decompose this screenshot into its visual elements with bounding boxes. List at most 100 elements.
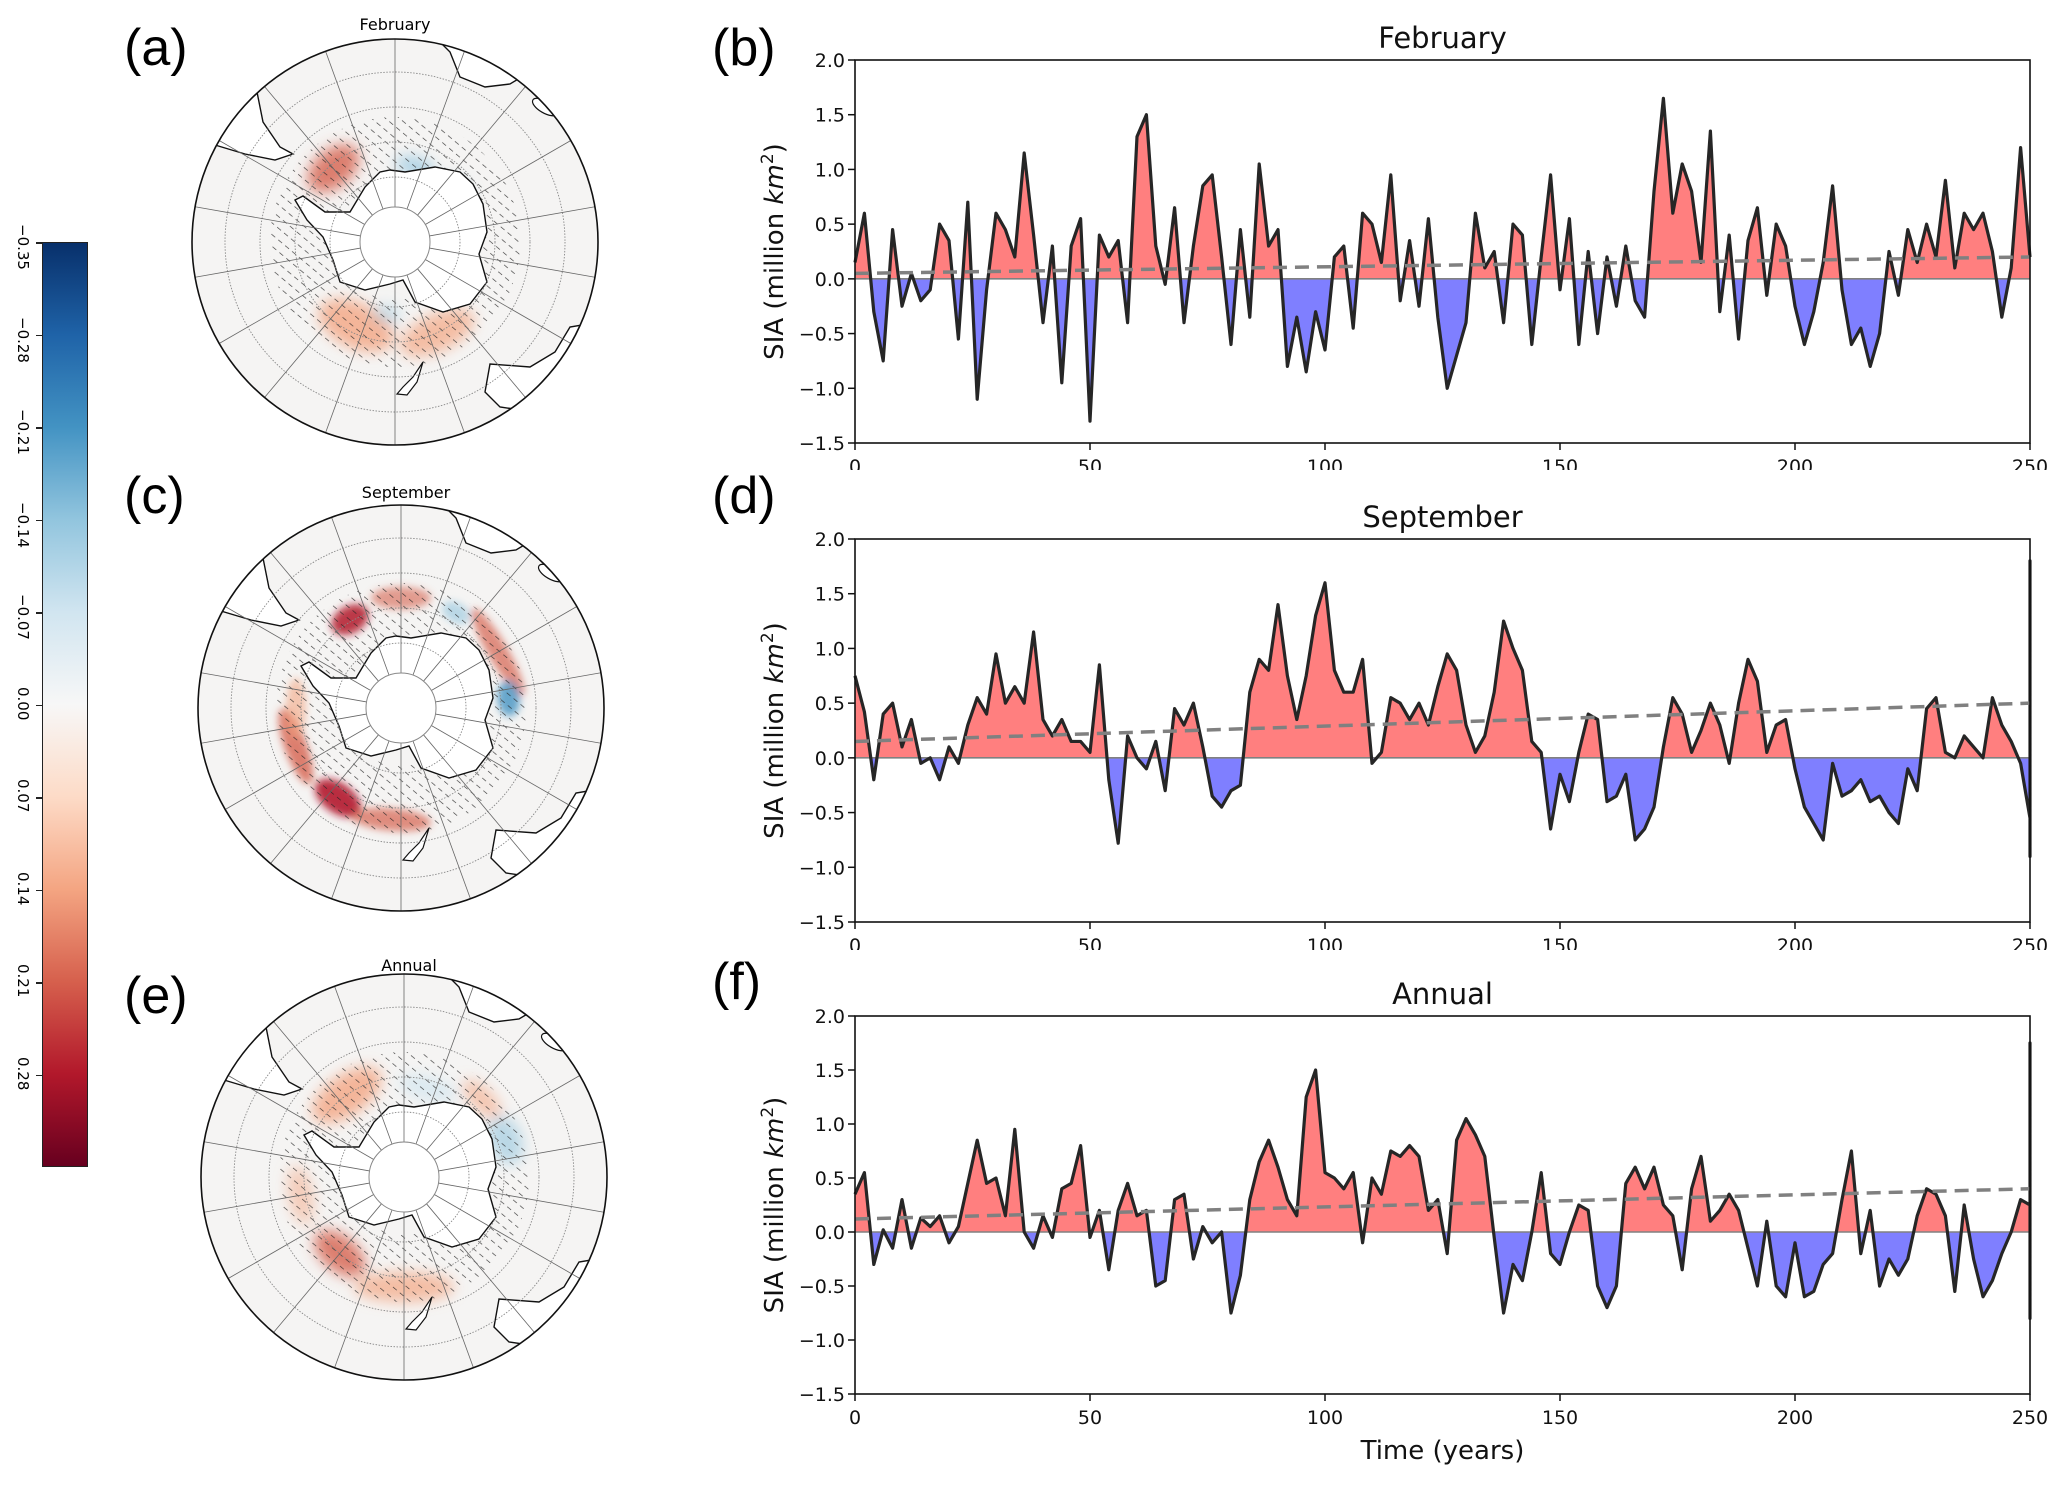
y-tick-label: 1.0: [815, 159, 845, 181]
colorbar-tick-label: −0.07: [14, 594, 32, 640]
polar-map-september: [197, 504, 605, 912]
panel-letter-f: (f): [712, 953, 762, 1011]
meridian-line: [417, 86, 526, 216]
timeseries-chart-september: −1.5 −1.0 −0.5 0.0 0.5 1.0 1.5 2.0 0 50 100 150 200 2…: [758, 500, 2048, 950]
y-tick-label: −0.5: [799, 1276, 845, 1298]
meridian-line: [331, 740, 390, 899]
colorbar-tick: [36, 612, 42, 614]
y-axis-label: SIA (million km2): [758, 143, 790, 360]
colorbar-tick-label: 0.07: [14, 779, 32, 813]
x-axis-label: Time (years): [1360, 1436, 1525, 1466]
colorbar-tick: [36, 889, 42, 891]
meridian-line: [325, 274, 384, 433]
x-tick-label: 150: [1542, 1407, 1578, 1429]
map-boundary: [200, 973, 608, 1381]
sia-anomaly-line: [853, 96, 2032, 423]
y-tick-label: 1.0: [815, 1114, 845, 1136]
pole-hole: [365, 672, 437, 744]
latitude-circle: [329, 176, 461, 308]
trend-line: [854, 255, 2031, 276]
panel-letter-c: (c): [124, 467, 185, 525]
timeseries-chart-february: −1.5 −1.0 −0.5 0.0 0.5 1.0 1.5 2.0 0 50 100 150 200 2…: [758, 21, 2048, 470]
map-body: [198, 505, 604, 911]
y-tick-label: −0.5: [799, 324, 845, 346]
x-tick-label: 100: [1307, 456, 1343, 470]
new-zealand-coastline: [404, 1296, 433, 1331]
colorbar-tick: [36, 519, 42, 521]
y-tick-label: 1.5: [815, 584, 845, 606]
meridian-line: [434, 1194, 581, 1279]
meridian-line: [426, 1203, 535, 1333]
meridian-line: [423, 552, 532, 682]
meridian-line: [429, 247, 595, 278]
colorbar-tick: [36, 1074, 42, 1076]
graticule: [201, 505, 601, 911]
meridian-line: [426, 1021, 535, 1151]
y-tick-label: 1.5: [815, 105, 845, 127]
trend-line: [854, 701, 2031, 744]
meridian-line: [204, 1182, 370, 1213]
meridian-line: [204, 1141, 370, 1172]
x-tick-label: 250: [2012, 456, 2048, 470]
chart-title: February: [1378, 21, 1507, 55]
x-tick-label: 50: [1078, 456, 1102, 470]
meridian-line: [425, 140, 572, 225]
meridian-line: [415, 1209, 474, 1368]
y-tick-label: −0.5: [799, 803, 845, 825]
meridian-line: [435, 713, 601, 744]
meridian-line: [325, 51, 384, 210]
x-tick-label: 200: [1777, 935, 1813, 950]
meridian-line: [273, 1203, 382, 1333]
colorbar-tick: [36, 797, 42, 799]
colorbar-tick-label: −0.21: [14, 409, 32, 455]
meridian-line: [195, 206, 361, 237]
meridian-line: [227, 1194, 374, 1279]
y-tick-label: −1.0: [799, 857, 845, 879]
y-tick-label: 2.0: [815, 50, 845, 72]
x-tick-label: 0: [849, 935, 861, 950]
positive-anomaly-fill: [855, 98, 2030, 279]
colorbar-tick-label: −0.35: [14, 224, 32, 270]
meridian-line: [218, 259, 365, 344]
colorbar-tick: [36, 242, 42, 244]
pole-hole: [368, 1141, 440, 1213]
y-tick-label: −1.5: [799, 912, 845, 934]
meridian-line: [273, 1021, 382, 1151]
meridian-line: [334, 1209, 393, 1368]
colorbar-tick: [36, 427, 42, 429]
colorbar-tick-label: −0.14: [14, 501, 32, 548]
panel-letter-e: (e): [124, 967, 188, 1025]
x-tick-label: 50: [1078, 1407, 1102, 1429]
colorbar-tick: [36, 704, 42, 706]
colorbar-tick: [36, 982, 42, 984]
y-tick-label: −1.5: [799, 433, 845, 455]
meridian-line: [406, 51, 465, 210]
meridian-line: [425, 259, 572, 344]
meridian-line: [415, 986, 474, 1145]
sia-anomaly-line: [853, 1041, 2032, 1320]
y-tick-label: −1.5: [799, 1384, 845, 1406]
meridian-line: [429, 206, 595, 237]
latitude-circle: [259, 106, 531, 378]
y-axis-label: SIA (million km2): [758, 1097, 790, 1314]
map-title-february: February: [359, 15, 431, 34]
colorbar-tick-label: −0.28: [14, 316, 32, 363]
plot-frame: [854, 59, 2031, 444]
meridian-line: [423, 734, 532, 864]
x-tick-label: 0: [849, 1407, 861, 1429]
latitude-circle: [233, 1006, 575, 1348]
y-tick-label: 0.5: [815, 1168, 845, 1190]
graticule: [195, 39, 595, 445]
new-zealand-coastline: [395, 361, 424, 396]
meridian-line: [331, 517, 390, 676]
y-tick-label: 1.5: [815, 1060, 845, 1082]
meridian-line: [270, 552, 379, 682]
latitude-circle: [338, 1111, 470, 1243]
x-tick-label: 150: [1542, 935, 1578, 950]
panel-letter-a: (a): [124, 19, 188, 77]
x-tick-label: 150: [1542, 456, 1578, 470]
polar-map-february: [191, 38, 599, 446]
x-tick-label: 200: [1777, 1407, 1813, 1429]
y-tick-label: 0.0: [815, 269, 845, 291]
